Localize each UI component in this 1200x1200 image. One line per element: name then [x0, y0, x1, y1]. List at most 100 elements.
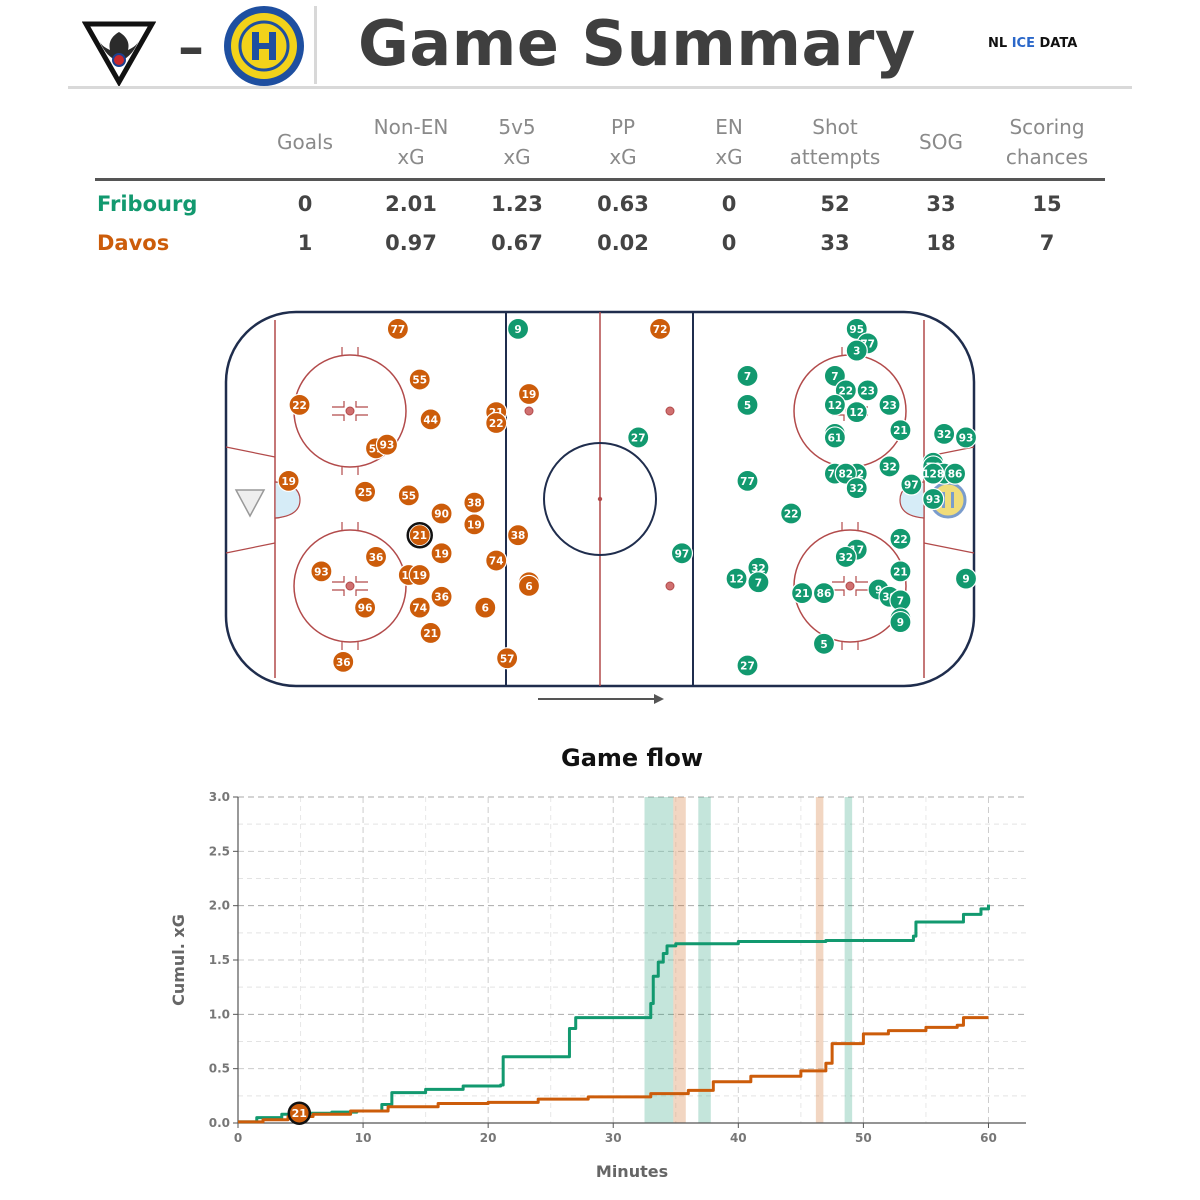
shot-marker [736, 364, 759, 388]
shot-marker [408, 596, 431, 619]
fribourg-shot: 32 [878, 455, 901, 478]
shot-player-number: 86 [817, 588, 832, 600]
shot-player-number: 90 [434, 508, 449, 520]
column-header-line: xG [503, 145, 531, 169]
shot-player-number: 82 [839, 469, 854, 481]
davos-shot: 74 [408, 596, 431, 619]
shot-marker [506, 524, 530, 547]
shot-marker [408, 368, 431, 391]
column-header-line: Shot [812, 115, 858, 139]
shot-marker [364, 545, 388, 569]
shot-player-number: 7 [755, 577, 762, 589]
shot-player-number: 95 [849, 324, 864, 336]
goal-marker-circle [287, 1101, 312, 1125]
shot-player-number: 12 [729, 574, 744, 586]
shot-marker [463, 513, 486, 536]
shot-player-number: 61 [828, 432, 843, 444]
shot-marker [430, 502, 453, 525]
shot-player-number: 9 [875, 585, 882, 597]
shot-marker [485, 411, 508, 435]
shot-player-number: 21 [412, 530, 427, 542]
shot-marker [889, 419, 912, 442]
fribourg-shot: 21 [889, 560, 912, 583]
shot-marker [954, 567, 978, 590]
stat-value: 1.23 [491, 192, 543, 216]
y-tick-label: 1.0 [209, 1007, 230, 1021]
shot-player-number: 86 [948, 469, 963, 481]
stat-value: 0 [721, 192, 737, 216]
series-line-fribourg [238, 904, 990, 1124]
chart-plot-area: 0.0 0.5 1.0 1.5 2.0 2.5 3.0 0 10 20 30 40 50 60 Minute… [169, 790, 1026, 1181]
shot-player-number: 22 [893, 534, 908, 546]
shot-marker [845, 477, 868, 500]
shot-player-number: 23 [882, 400, 897, 412]
davos-shot: 6 [474, 596, 497, 619]
shot-player-number: 97 [675, 548, 690, 560]
davos-shot: 38 [506, 524, 530, 547]
davos-shot: 25 [354, 480, 377, 503]
stat-value: 0 [297, 192, 313, 216]
fribourg-logo [82, 21, 156, 86]
column-header-line: Scoring [1009, 115, 1085, 139]
shot-marker [812, 582, 836, 605]
fribourg-shot: 97 [900, 473, 923, 496]
shot-player-number: 27 [740, 661, 755, 673]
hash-mark [332, 589, 345, 596]
faceoff-dot [524, 406, 534, 416]
shot-player-number: 6 [525, 581, 532, 593]
goal-highlight-ring [406, 521, 433, 549]
fribourg-shot: 9 [889, 610, 912, 634]
shot-marker [791, 582, 814, 605]
shot-marker [277, 469, 300, 492]
trapezoid-line [225, 542, 276, 554]
shot-player-number: 21 [795, 588, 810, 600]
shot-marker [517, 574, 541, 597]
shot-marker [780, 502, 803, 525]
fribourg-shot: 77 [736, 469, 759, 492]
shot-marker [943, 462, 967, 485]
shot-player-number: 96 [358, 603, 373, 615]
shot-player-number: 21 [893, 425, 908, 437]
shot-player-number: 93 [926, 494, 941, 506]
shot-marker [889, 527, 912, 550]
column-header-line: xG [397, 145, 425, 169]
fribourg-shot: 5 [736, 393, 759, 416]
shot-player-number: 93 [314, 566, 329, 578]
x-tick-label: 20 [480, 1131, 497, 1145]
x-axis-label: Minutes [596, 1162, 668, 1181]
brand-data: DATA [1034, 36, 1078, 51]
goal-marker-number: 21 [292, 1107, 307, 1120]
fribourg-shot: 32 [845, 477, 868, 500]
powerplay-band-fribourg [844, 797, 853, 1123]
shot-player-number: 27 [631, 432, 646, 444]
fribourg-shot: 5 [812, 632, 836, 655]
shot-marker [354, 480, 377, 503]
shot-player-number: 44 [423, 414, 438, 426]
fribourg-shot: 9 [954, 567, 978, 590]
y-tick-label: 3.0 [209, 790, 230, 804]
shot-player-number: 21 [893, 566, 908, 578]
shot-player-number: 25 [358, 487, 373, 499]
fribourg-shot: 86 [943, 462, 967, 485]
shot-player-number: 74 [489, 556, 504, 568]
column-header: Shot attempts [780, 112, 890, 172]
davos-shot: 6 [517, 574, 541, 597]
hash-mark [355, 589, 368, 596]
shot-marker [736, 654, 759, 677]
shot-player-number: 12 [849, 407, 864, 419]
davos-shot: 19 [277, 469, 300, 492]
column-header: Non-EN xG [356, 112, 466, 172]
shot-marker [354, 596, 377, 619]
davos-shot: 74 [485, 549, 508, 572]
arrow-head [654, 694, 664, 704]
column-header: 5v5 xG [462, 112, 572, 172]
shot-player-number: 38 [467, 498, 482, 510]
shot-marker [933, 422, 956, 445]
x-tick-label: 60 [980, 1131, 997, 1145]
shot-marker [878, 393, 901, 416]
stat-value: 0.67 [491, 231, 543, 255]
shot-player-number: 97 [904, 480, 919, 492]
x-tick-label: 30 [605, 1131, 622, 1145]
shot-player-number: 128 [922, 469, 944, 481]
column-header-line: chances [1005, 145, 1089, 169]
